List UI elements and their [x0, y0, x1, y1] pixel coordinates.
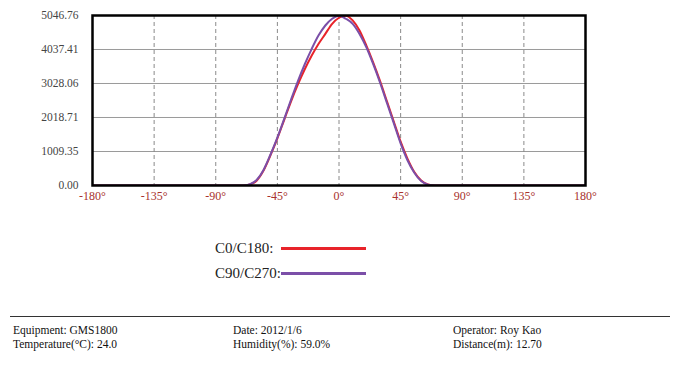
- html-text:C0/C180:: C0/C180:: [215, 240, 274, 256]
- svg-text:5046.76: 5046.76: [41, 9, 79, 21]
- html-text:Temperature(°C): 24.0: Temperature(°C): 24.0: [13, 338, 118, 350]
- svg-text:-135°: -135°: [141, 189, 168, 203]
- svg-text:-90°: -90°: [205, 189, 226, 203]
- svg-text:-45°: -45°: [267, 189, 288, 203]
- html-text:Humidity(%): 59.0%: Humidity(%): 59.0%: [233, 338, 331, 350]
- html-text:Date: 2012/1/6: Date: 2012/1/6: [233, 324, 302, 336]
- svg-text:2018.71: 2018.71: [41, 111, 79, 123]
- svg-text:1009.35: 1009.35: [41, 145, 79, 157]
- svg-text:135°: 135°: [512, 189, 535, 203]
- svg-text:90°: 90°: [454, 189, 471, 203]
- html-text:C90/C270:: C90/C270:: [215, 265, 281, 281]
- svg-text:180°: 180°: [574, 189, 597, 203]
- svg-text:0°: 0°: [334, 189, 345, 203]
- html-text:Equipment: GMS1800: Equipment: GMS1800: [13, 324, 118, 336]
- svg-text:45°: 45°: [392, 189, 409, 203]
- html-text:Operator: Roy Kao: Operator: Roy Kao: [453, 324, 542, 336]
- svg-text:0.00: 0.00: [58, 179, 78, 191]
- svg-text:-180°: -180°: [79, 189, 106, 203]
- svg-text:3028.06: 3028.06: [41, 77, 79, 89]
- html-text:Distance(m): 12.70: Distance(m): 12.70: [453, 338, 542, 350]
- svg-text:4037.41: 4037.41: [41, 43, 79, 55]
